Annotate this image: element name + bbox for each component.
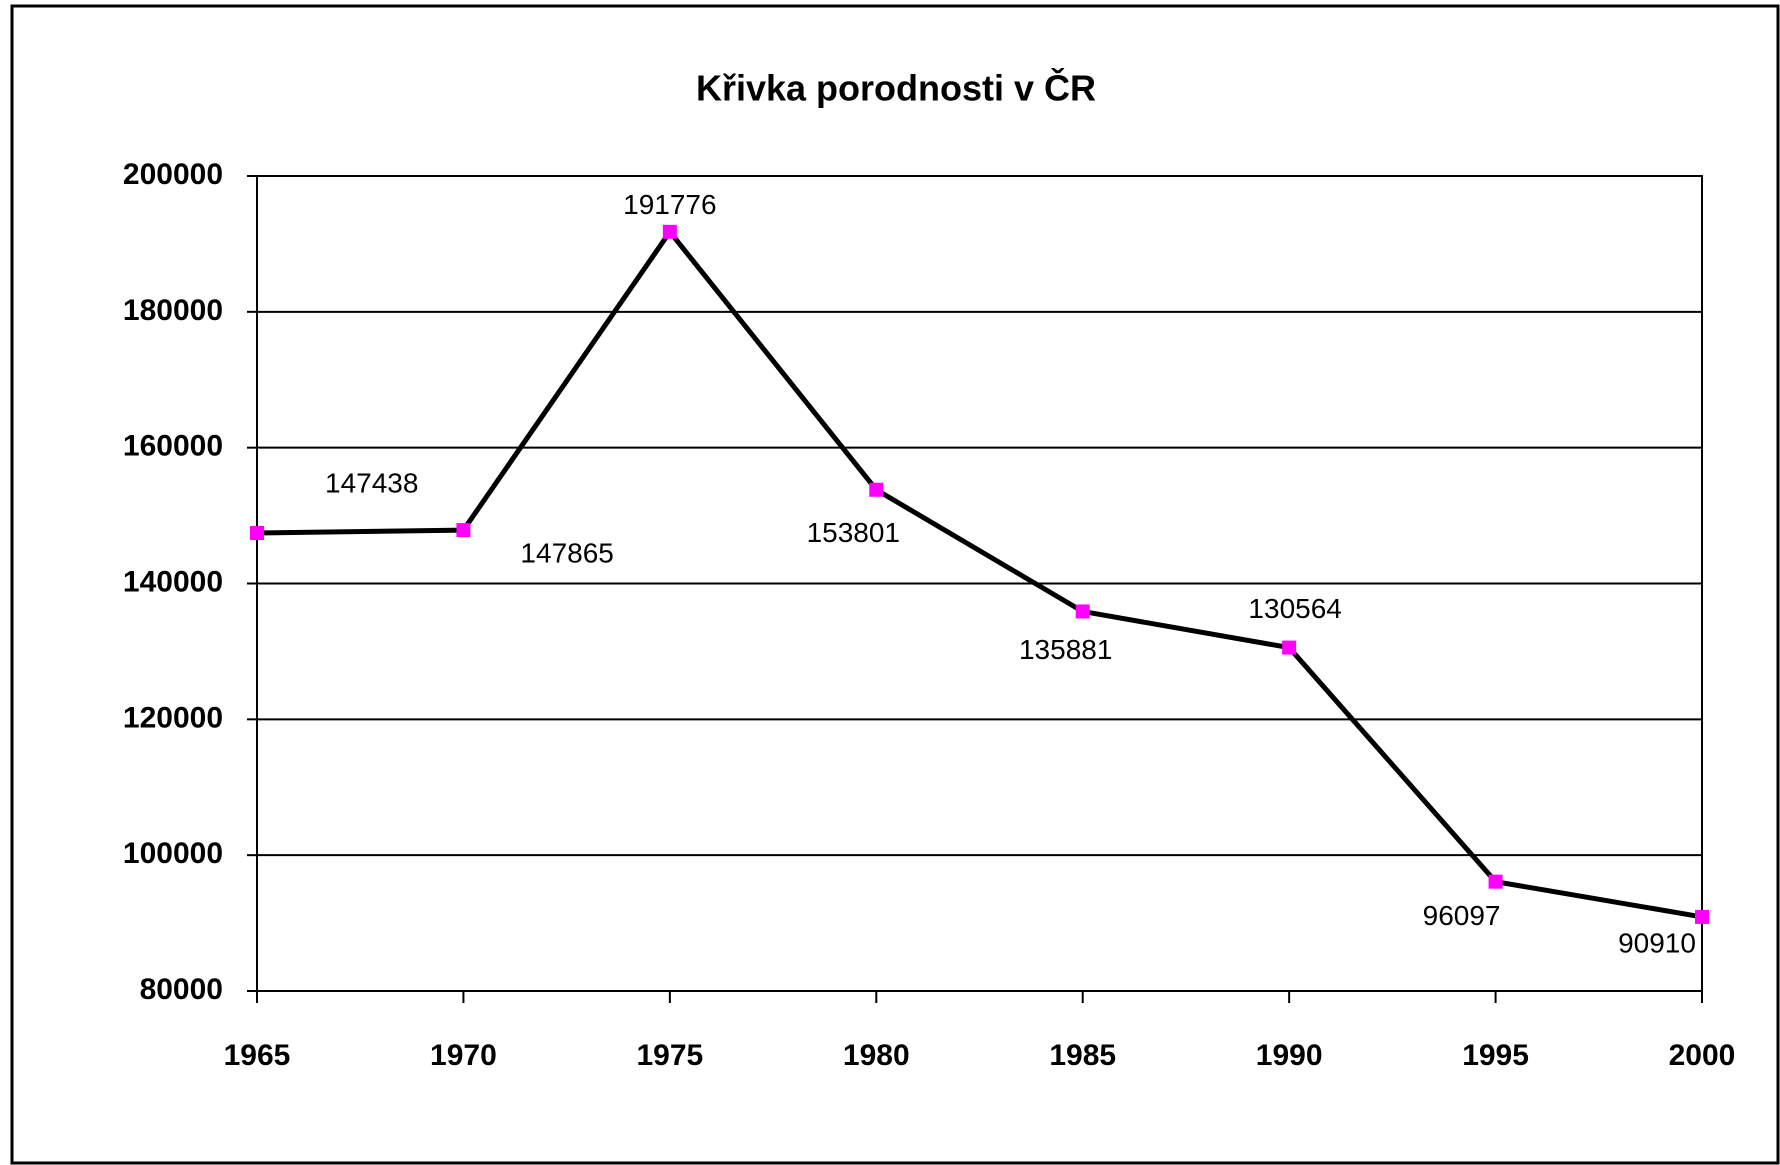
y-tick-label: 140000 [123, 565, 223, 598]
marker [1695, 909, 1709, 924]
y-tick-label: 100000 [123, 837, 223, 870]
y-tick-label: 80000 [140, 973, 223, 1006]
y-tick-label: 160000 [123, 430, 223, 463]
marker [662, 224, 677, 239]
x-tick-label: 1985 [1049, 1039, 1116, 1072]
marker [1282, 640, 1297, 655]
chart-title: Křivka porodnosti v ČR [696, 67, 1096, 109]
x-tick-label: 1990 [1256, 1039, 1323, 1072]
x-tick-label: 1975 [636, 1039, 703, 1072]
y-tick-label: 180000 [123, 294, 223, 327]
x-tick-label: 1970 [430, 1039, 497, 1072]
data-label: 130564 [1248, 593, 1341, 624]
y-tick-label: 200000 [123, 158, 223, 191]
x-tick-label: 1965 [224, 1039, 291, 1072]
marker [1075, 604, 1090, 619]
data-label: 191776 [623, 189, 716, 220]
marker [1488, 874, 1503, 889]
marker [869, 482, 884, 497]
data-label: 153801 [807, 517, 900, 548]
y-tick-label: 120000 [123, 701, 223, 734]
series-line [256, 229, 1703, 920]
data-label: 90910 [1618, 927, 1696, 958]
marker [250, 525, 264, 540]
marker [456, 523, 471, 538]
x-tick-label: 1995 [1462, 1039, 1529, 1072]
data-label: 135881 [1019, 634, 1112, 665]
x-tick-label: 2000 [1669, 1039, 1736, 1072]
data-label: 147438 [325, 467, 418, 498]
plot-border [256, 175, 1703, 992]
data-label: 96097 [1423, 900, 1501, 931]
x-tick-label: 1980 [843, 1039, 910, 1072]
data-label: 147865 [520, 537, 613, 568]
